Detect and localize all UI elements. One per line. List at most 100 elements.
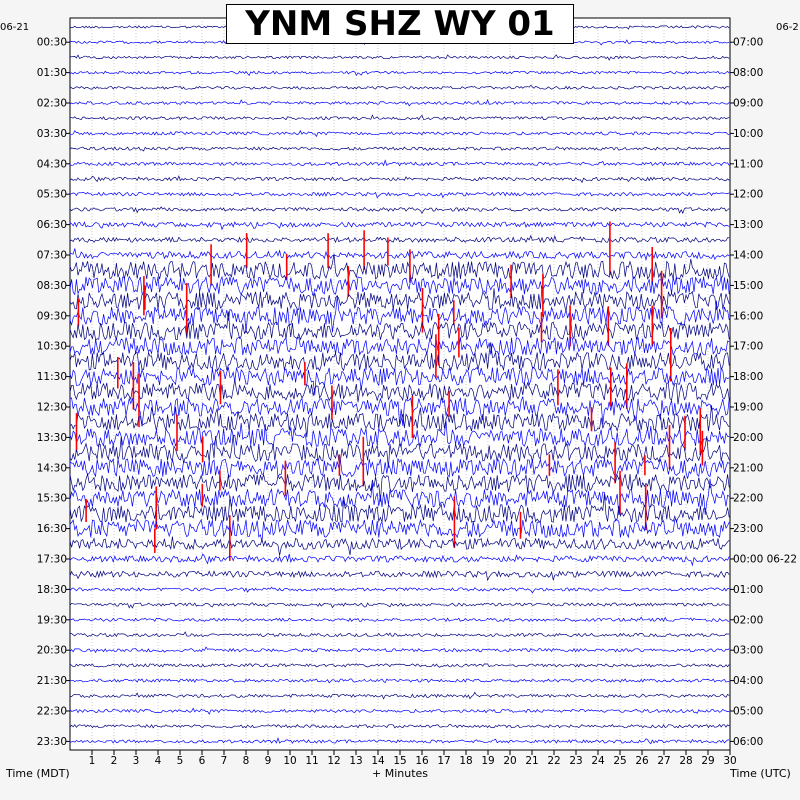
right-tick-label: 10:00: [733, 128, 763, 140]
trace-line-37: [69, 586, 730, 594]
trace-line-20: [69, 311, 730, 342]
trace-line-36: [69, 570, 730, 582]
right-tick-label: 14:00: [733, 250, 763, 262]
x-tick-label: 24: [591, 755, 605, 767]
right-tick-label: 23:00: [733, 523, 763, 535]
trace-line-4: [69, 84, 730, 90]
x-tick-label: 4: [155, 755, 162, 767]
trace-line-11: [69, 191, 730, 199]
trace-line-17: [69, 275, 730, 297]
trace-line-13: [69, 221, 730, 231]
left-tick-label: 14:30: [37, 462, 67, 474]
trace-line-47: [69, 736, 730, 745]
trace-line-8: [69, 146, 730, 152]
left-tick-label: 23:30: [37, 736, 67, 748]
left-tick-label: 04:30: [37, 158, 67, 170]
minute-ticks: 1 2 3 4 5 6 7 8 9 10 11 12 13 14 15 16 17 18 19 20 21 22 23 24 2…: [89, 750, 737, 767]
left-tick-label: 06:30: [37, 219, 67, 231]
trace-line-18: [69, 286, 730, 312]
trace-line-39: [69, 616, 730, 623]
x-tick-label: 18: [459, 755, 472, 767]
left-tick-label: 13:30: [37, 432, 67, 444]
trace-line-2: [69, 54, 730, 61]
left-tick-label: 05:30: [37, 189, 67, 201]
right-tick-label: 16:00: [733, 310, 763, 322]
right-tick-label: 01:00: [733, 584, 763, 596]
x-tick-label: 11: [305, 755, 318, 767]
right-tick-label: 06:00: [733, 736, 763, 748]
right-tick-label: 02:00: [733, 614, 763, 626]
x-tick-label: 3: [133, 755, 140, 767]
trace-line-5: [69, 99, 730, 107]
trace-line-31: [69, 478, 730, 516]
right-axis-label: Time (UTC): [730, 767, 791, 780]
x-tick-label: 26: [635, 755, 649, 767]
trace-line-19: [69, 296, 730, 333]
trace-line-30: [69, 472, 730, 502]
trace-line-28: [69, 434, 730, 469]
left-tick-label: 19:30: [37, 614, 67, 626]
right-tick-label: 03:00: [733, 645, 763, 657]
right-time-ticks: 07:00 08:00 09:00 10:00 11:00 12:00 13:00 14:00…: [730, 37, 797, 748]
x-tick-label: 6: [199, 755, 206, 767]
left-tick-label: 08:30: [37, 280, 67, 292]
left-tick-label: 12:30: [37, 402, 67, 414]
trace-line-15: [69, 248, 730, 262]
trace-line-34: [69, 536, 730, 556]
x-tick-label: 1: [89, 755, 96, 767]
left-tick-label: 21:30: [37, 675, 67, 687]
x-tick-label: 12: [327, 755, 340, 767]
left-tick-label: 09:30: [37, 310, 67, 322]
x-axis-label: + Minutes: [372, 767, 429, 780]
right-tick-label: 13:00: [733, 219, 763, 231]
right-tick-label: 08:00: [733, 67, 763, 79]
x-tick-label: 2: [111, 755, 118, 767]
trace-line-23: [69, 365, 730, 396]
right-tick-label: 09:00: [733, 98, 763, 110]
left-tick-label: 16:30: [37, 523, 67, 535]
left-tick-label: 11:30: [37, 371, 67, 383]
x-tick-label: 19: [481, 755, 494, 767]
trace-line-16: [69, 253, 730, 286]
trace-line-42: [69, 663, 730, 668]
trace-line-9: [69, 159, 730, 167]
trace-line-6: [69, 114, 730, 121]
right-tick-label: 04:00: [733, 675, 763, 687]
left-tick-label: 00:30: [37, 37, 67, 49]
x-tick-label: 15: [393, 755, 406, 767]
left-tick-label: 18:30: [37, 584, 67, 596]
trace-line-33: [69, 518, 730, 542]
left-tick-label: 07:30: [37, 250, 67, 262]
x-tick-label: 21: [525, 755, 538, 767]
right-tick-label: 22:00: [733, 493, 763, 505]
x-tick-label: 30: [723, 755, 736, 767]
x-tick-label: 27: [657, 755, 670, 767]
x-tick-label: 25: [613, 755, 626, 767]
trace-line-24: [69, 379, 730, 405]
x-tick-label: 10: [283, 755, 296, 767]
right-tick-label: 17:00: [733, 341, 763, 353]
left-tick-label: 15:30: [37, 493, 67, 505]
trace-line-44: [69, 691, 730, 700]
x-tick-label: 23: [569, 755, 582, 767]
x-tick-label: 22: [547, 755, 560, 767]
x-tick-label: 29: [701, 755, 714, 767]
right-tick-label: 18:00: [733, 371, 763, 383]
x-tick-label: 14: [371, 755, 385, 767]
left-time-ticks: 00:30 01:30 02:30 03:30 04:30 05:30 06:30 07:30…: [37, 37, 70, 748]
x-tick-label: 20: [503, 755, 516, 767]
trace-line-41: [69, 646, 730, 654]
trace-line-35: [69, 553, 730, 567]
left-tick-label: 02:30: [37, 98, 67, 110]
left-tick-label: 10:30: [37, 341, 67, 353]
right-date-label: 06-2: [776, 22, 799, 33]
right-tick-label: 12:00: [733, 189, 763, 201]
x-tick-label: 8: [243, 755, 250, 767]
right-tick-label: 15:00: [733, 280, 763, 292]
trace-line-40: [69, 631, 730, 638]
trace-line-7: [69, 130, 730, 138]
trace-line-3: [69, 70, 730, 77]
trace-line-38: [69, 602, 730, 609]
trace-line-26: [69, 405, 730, 438]
